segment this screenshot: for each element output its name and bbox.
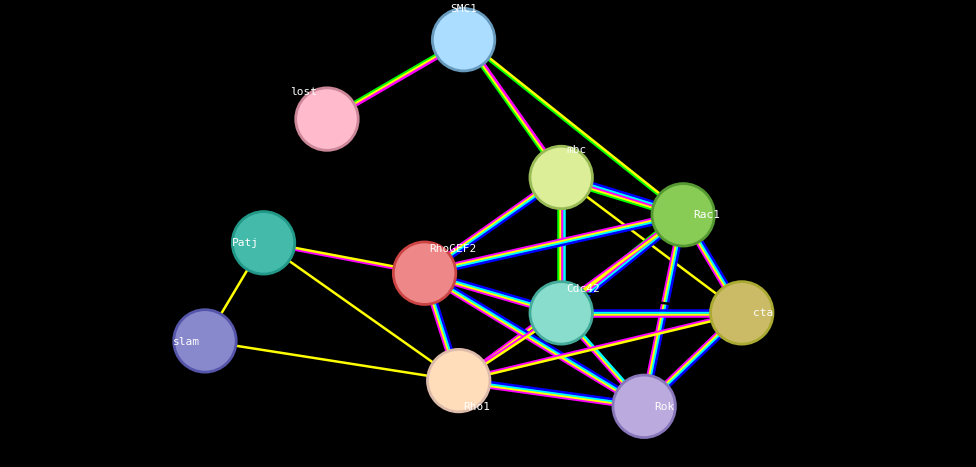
Text: lost: lost	[290, 87, 317, 97]
Text: RhoGEF2: RhoGEF2	[429, 244, 476, 254]
Ellipse shape	[296, 88, 358, 150]
Text: Rok: Rok	[654, 402, 674, 412]
Text: Rac1: Rac1	[693, 210, 720, 220]
Text: Cdc42: Cdc42	[566, 284, 600, 294]
Ellipse shape	[427, 349, 490, 412]
Text: Rho1: Rho1	[464, 402, 491, 411]
Ellipse shape	[530, 282, 592, 344]
Ellipse shape	[711, 282, 773, 344]
Ellipse shape	[232, 212, 295, 274]
Ellipse shape	[652, 184, 714, 246]
Text: slam: slam	[173, 337, 200, 347]
Text: cta: cta	[753, 308, 774, 318]
Text: mbc: mbc	[566, 145, 587, 155]
Ellipse shape	[432, 8, 495, 71]
Ellipse shape	[393, 242, 456, 304]
Ellipse shape	[530, 146, 592, 209]
Text: SMC1: SMC1	[450, 4, 477, 14]
Ellipse shape	[613, 375, 675, 438]
Text: Patj: Patj	[231, 238, 259, 248]
Ellipse shape	[174, 310, 236, 372]
